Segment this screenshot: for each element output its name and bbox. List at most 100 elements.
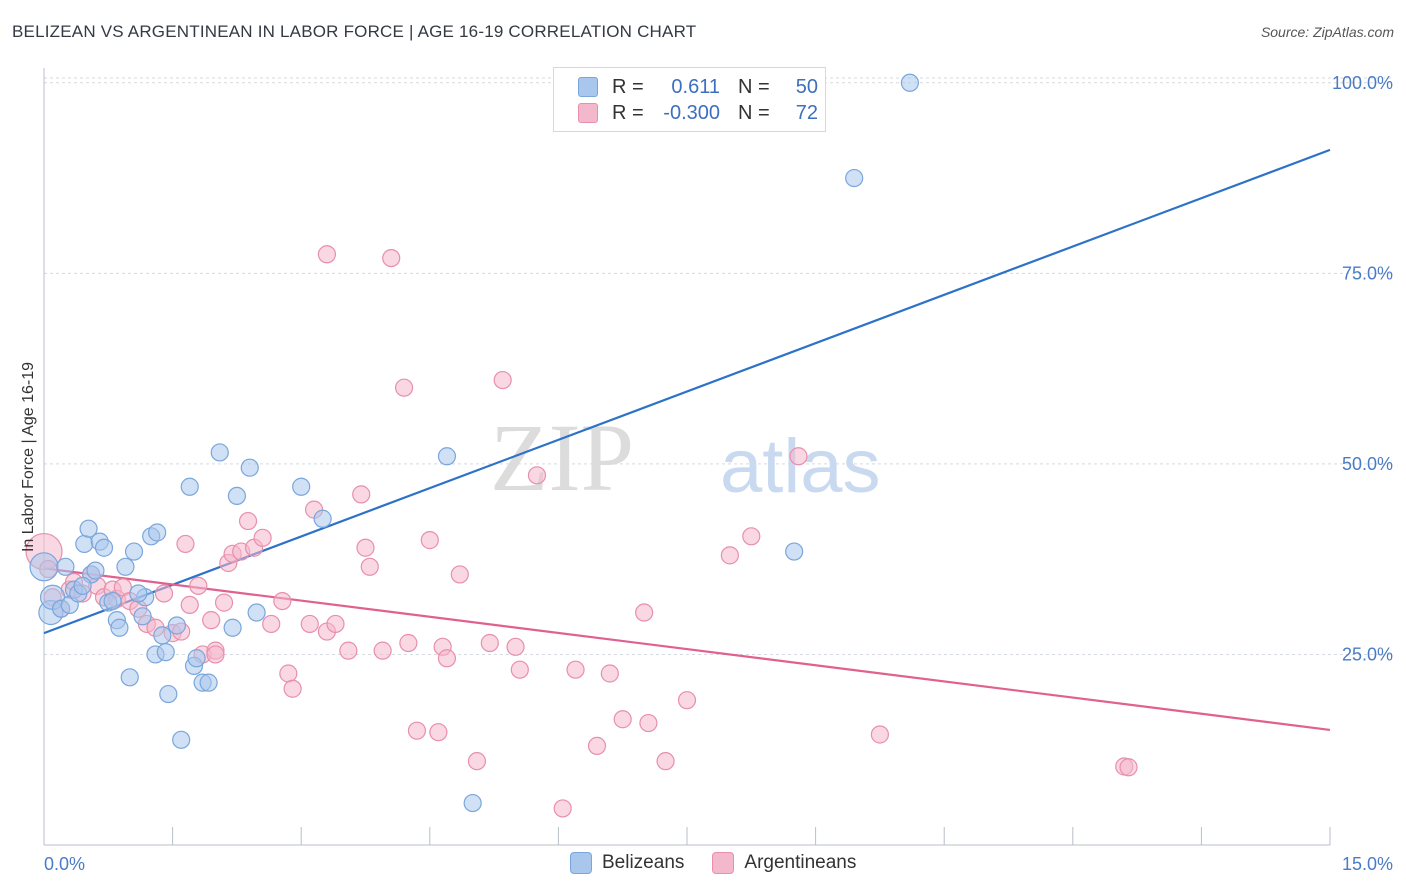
belizean-point[interactable] [129, 584, 148, 603]
belizean-point[interactable] [240, 458, 259, 477]
belizean-point[interactable] [247, 603, 266, 622]
belizean-point[interactable] [845, 168, 864, 188]
argentinean-point[interactable] [180, 595, 199, 615]
argentinean-point[interactable] [450, 565, 469, 584]
argentinean-point[interactable] [360, 557, 379, 576]
argentinean-point[interactable] [635, 603, 654, 622]
legend-r-label: R = [612, 75, 644, 98]
belizean-point[interactable] [73, 576, 92, 595]
series-legend: Belizeans Argentineans [570, 852, 884, 874]
belizean-point[interactable] [210, 443, 229, 462]
belizean-point[interactable] [156, 643, 175, 662]
series-legend-belizeans[interactable]: Belizeans [570, 852, 684, 874]
argentinean-point[interactable] [339, 641, 358, 660]
argentinean-point[interactable] [742, 527, 761, 546]
argentinean-point[interactable] [437, 649, 457, 668]
belizean-point[interactable] [86, 561, 105, 580]
argentinean-point[interactable] [656, 752, 675, 771]
belizean-point[interactable] [172, 730, 191, 749]
belizean-point[interactable] [116, 557, 135, 576]
belizean-point[interactable] [292, 477, 311, 496]
argentinean-point[interactable] [420, 531, 439, 550]
argentinean-point[interactable] [352, 485, 371, 504]
argentinean-point[interactable] [720, 546, 739, 565]
belizeans-label: Belizeans [602, 852, 685, 873]
argentinean-point[interactable] [154, 584, 174, 603]
legend-r-value: -0.300 [663, 101, 720, 124]
argentinean-point[interactable] [870, 725, 890, 744]
argentinean-point[interactable] [566, 660, 585, 679]
argentinean-point[interactable] [202, 611, 221, 630]
belizean-point[interactable] [159, 684, 178, 704]
belizean-point[interactable] [103, 591, 122, 611]
belizean-point[interactable] [133, 607, 152, 626]
belizean-point[interactable] [223, 618, 242, 637]
belizean-point[interactable] [94, 538, 114, 557]
belizean-point[interactable] [437, 447, 457, 466]
argentinean-point[interactable] [493, 370, 512, 390]
belizean-point[interactable] [463, 793, 482, 813]
argentinean-point[interactable] [407, 721, 427, 740]
argentinean-point[interactable] [510, 660, 529, 679]
legend-swatch-blue [578, 77, 598, 97]
argentinean-point[interactable] [394, 378, 414, 397]
belizean-point[interactable] [227, 486, 246, 506]
argentinean-point[interactable] [326, 614, 345, 634]
argentinean-point[interactable] [317, 245, 337, 264]
argentinean-point[interactable] [467, 752, 487, 771]
argentinean-point[interactable] [273, 591, 292, 611]
belizean-point[interactable] [29, 552, 59, 582]
belizean-point[interactable] [167, 616, 186, 635]
argentinean-point[interactable] [429, 723, 448, 742]
argentinean-point[interactable] [677, 691, 697, 710]
argentinean-point[interactable] [553, 799, 572, 818]
belizean-point[interactable] [148, 523, 167, 542]
argentinean-point[interactable] [480, 633, 499, 653]
legend-n-label: N = [738, 101, 770, 124]
belizean-point[interactable] [180, 477, 199, 496]
argentinean-point[interactable] [639, 713, 658, 733]
x-tick-label: 0.0% [44, 854, 85, 874]
argentinean-point[interactable] [356, 538, 375, 557]
argentinean-point[interactable] [279, 664, 298, 683]
belizean-point[interactable] [187, 649, 206, 668]
argentinean-point[interactable] [176, 534, 195, 554]
series-legend-argentineans[interactable]: Argentineans [712, 852, 856, 874]
argentinean-point[interactable] [300, 614, 319, 634]
argentinean-point[interactable] [238, 511, 258, 531]
argentinean-point[interactable] [600, 664, 619, 683]
belizean-point[interactable] [56, 557, 75, 576]
watermark: ZIP atlas [490, 404, 881, 511]
belizean-point[interactable] [153, 626, 172, 645]
argentinean-point[interactable] [506, 637, 525, 656]
argentinean-point[interactable] [206, 645, 225, 664]
belizean-point[interactable] [785, 542, 804, 561]
y-tick-label: 100.0% [1332, 73, 1393, 93]
argentinean-point[interactable] [189, 576, 208, 595]
argentinean-point[interactable] [373, 641, 392, 660]
correlation-legend: R = 0.611 N = 50 R = -0.300 N = 72 [553, 67, 826, 132]
argentinean-point[interactable] [214, 593, 234, 612]
belizean-point[interactable] [900, 73, 920, 92]
belizean-point[interactable] [79, 519, 98, 538]
argentinean-point[interactable] [253, 528, 272, 547]
argentinean-point[interactable] [587, 736, 607, 756]
argentinean-point[interactable] [613, 710, 632, 729]
chart-title: BELIZEAN VS ARGENTINEAN IN LABOR FORCE |… [12, 22, 697, 41]
argentineans-swatch [712, 852, 735, 874]
belizean-point[interactable] [120, 668, 139, 687]
argentinean-point[interactable] [382, 248, 401, 268]
argentinean-point[interactable] [1119, 758, 1138, 777]
belizean-point[interactable] [199, 673, 218, 692]
belizean-point[interactable] [124, 542, 144, 561]
belizean-point[interactable] [75, 534, 94, 554]
argentinean-point[interactable] [262, 614, 281, 634]
belizean-point[interactable] [110, 618, 129, 637]
trend-lines [43, 148, 1331, 731]
argentinean-point[interactable] [283, 679, 302, 698]
argentinean-point[interactable] [399, 633, 418, 653]
argentinean-point[interactable] [527, 466, 547, 485]
belizean-point[interactable] [313, 509, 332, 528]
argentinean-point[interactable] [789, 447, 808, 466]
